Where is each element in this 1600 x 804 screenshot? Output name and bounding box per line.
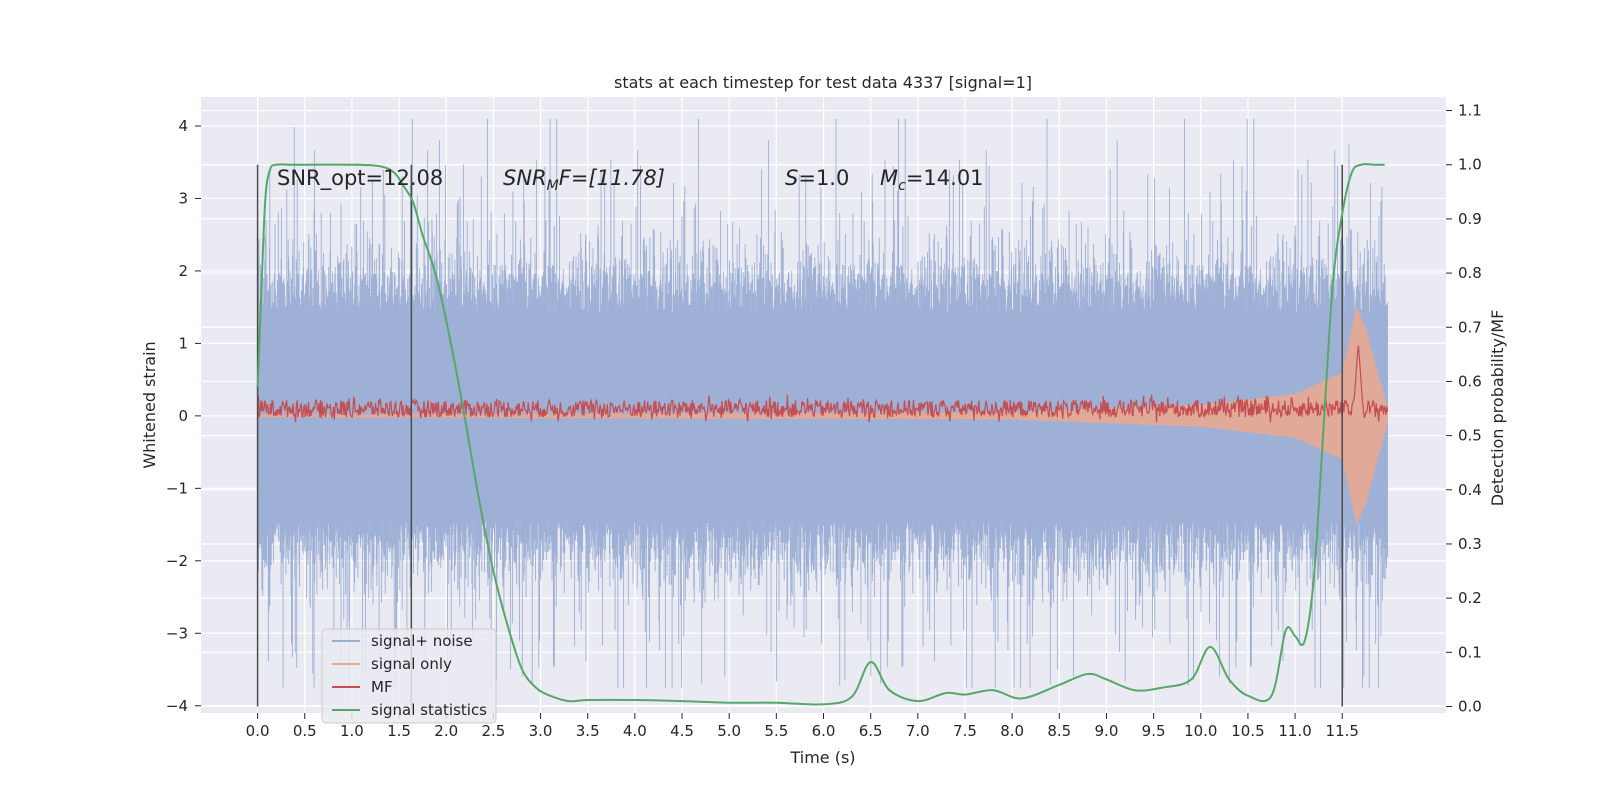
legend-label-signal-statistics: signal statistics — [371, 701, 487, 719]
x-tick-label-12: 6.0 — [812, 722, 836, 740]
series-mf — [257, 345, 1389, 423]
chart-title: stats at each timestep for test data 433… — [614, 73, 1032, 92]
annotation-snr-mf-subscript: M — [547, 178, 559, 194]
x-tick-label-1: 0.5 — [293, 722, 317, 740]
x-tick-label-15: 7.5 — [953, 722, 977, 740]
annotation-mc-symbol: M — [880, 166, 898, 190]
annotation-snr-opt: SNR_opt=12.08 — [277, 166, 443, 191]
x-tick-label-6: 3.0 — [529, 722, 553, 740]
y2-tick-label-11: 0.0 — [1458, 697, 1482, 715]
annotation-snr-mf: SNRMF=[11.78] — [503, 166, 665, 194]
y-tick-label-4: 0 — [178, 407, 188, 425]
x-axis-label: Time (s) — [789, 748, 855, 767]
y2-tick-label-5: 0.6 — [1458, 372, 1482, 390]
y2-axis-label: Detection probability/MF — [1488, 310, 1507, 507]
annotation-snr-mf-symbol: SNR — [503, 166, 547, 190]
y-tick-label-8: −4 — [166, 697, 188, 715]
y-tick-label-6: −2 — [166, 552, 188, 570]
y-tick-label-3: 1 — [178, 334, 188, 352]
y2-tick-label-9: 0.2 — [1458, 589, 1482, 607]
y2-tick-label-8: 0.3 — [1458, 535, 1482, 553]
data-layer — [256, 118, 1389, 707]
y2-tick-label-10: 0.1 — [1458, 643, 1482, 661]
y-tick-label-1: 3 — [178, 189, 188, 207]
x-tick-label-17: 8.5 — [1047, 722, 1071, 740]
y-axis-label: Whitened strain — [140, 341, 159, 468]
annotation-mc-subscript: c — [898, 178, 906, 194]
annotation-s: S=1.0 — [785, 166, 849, 190]
y-tick-label-5: −1 — [166, 479, 188, 497]
legend: signal+ noise signal only MF signal stat… — [321, 628, 497, 724]
y2-tick-label-4: 0.7 — [1458, 318, 1482, 336]
y-tick-label-0: 4 — [178, 117, 188, 135]
x-tick-label-3: 1.5 — [387, 722, 411, 740]
x-tick-label-10: 5.0 — [717, 722, 741, 740]
x-tick-label-14: 7.0 — [906, 722, 930, 740]
x-tick-label-11: 5.5 — [764, 722, 788, 740]
annotation-mc-value: =14.01 — [906, 166, 984, 190]
y-tick-label-2: 2 — [178, 262, 188, 280]
y2-tick-label-2: 0.9 — [1458, 210, 1482, 228]
x-tick-label-2: 1.0 — [340, 722, 364, 740]
x-tick-label-4: 2.0 — [434, 722, 458, 740]
legend-box — [321, 628, 497, 724]
x-tick-label-0: 0.0 — [246, 722, 270, 740]
legend-label-signal-noise: signal+ noise — [371, 632, 473, 650]
legend-label-signal-only: signal only — [371, 655, 452, 673]
series-signal-statistics — [256, 163, 1385, 706]
x-tick-label-8: 4.0 — [623, 722, 647, 740]
x-tick-label-21: 10.5 — [1231, 722, 1264, 740]
axes-layer: 0.0 0.5 1.0 1.5 2.0 2.5 3.0 3.5 4.0 4.5 5.0 5.5 6.0 6… — [166, 102, 1482, 740]
annotation-mc: Mc=14.01 — [880, 166, 984, 194]
x-tick-label-16: 8.0 — [1000, 722, 1024, 740]
y2-tick-label-6: 0.5 — [1458, 427, 1482, 445]
legend-label-mf: MF — [371, 678, 393, 696]
x-tick-label-22: 11.0 — [1278, 722, 1311, 740]
x-tick-label-18: 9.0 — [1095, 722, 1119, 740]
annotation-s-value: =1.0 — [798, 166, 849, 190]
x-tick-label-9: 4.5 — [670, 722, 694, 740]
x-tick-label-7: 3.5 — [576, 722, 600, 740]
y2-tick-label-7: 0.4 — [1458, 481, 1482, 499]
y2-tick-label-1: 1.0 — [1458, 156, 1482, 174]
x-tick-label-5: 2.5 — [481, 722, 505, 740]
x-tick-label-13: 6.5 — [859, 722, 883, 740]
y2-tick-label-3: 0.8 — [1458, 264, 1482, 282]
annotation-snr-mf-value: F=[11.78] — [559, 166, 665, 190]
x-tick-label-20: 10.0 — [1184, 722, 1217, 740]
x-tick-label-19: 9.5 — [1142, 722, 1166, 740]
x-tick-label-23: 11.5 — [1326, 722, 1359, 740]
y-tick-label-7: −3 — [166, 624, 188, 642]
annotation-s-symbol: S — [785, 166, 798, 190]
y2-tick-label-0: 1.1 — [1458, 102, 1482, 120]
